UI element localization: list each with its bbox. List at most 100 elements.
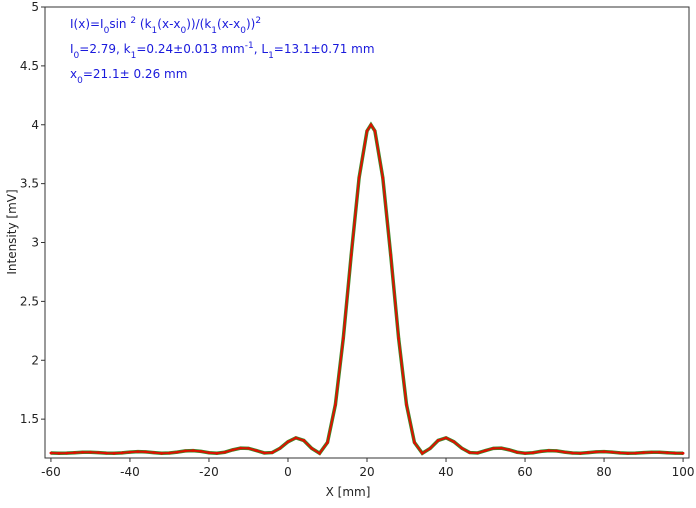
x-tick-label: -40 [120, 465, 140, 479]
data-point [294, 436, 298, 440]
data-point [452, 440, 456, 444]
data-point [231, 448, 235, 452]
data-point [578, 451, 582, 455]
y-tick-label: 5 [31, 0, 39, 14]
annotation-run: 1 [268, 51, 274, 61]
annotation-run: 0 [104, 26, 110, 36]
x-tick-label: 40 [438, 465, 453, 479]
annotation-run: =13.1±0.71 mm [274, 42, 375, 56]
data-point [507, 448, 511, 452]
data-point [484, 449, 487, 452]
data-point [112, 451, 116, 455]
annotation-run: 1 [131, 51, 137, 61]
annotation-run: (x-x [217, 17, 240, 31]
data-point [413, 441, 416, 444]
annotation-run: , L [254, 42, 269, 56]
data-point [665, 451, 669, 455]
data-point [152, 451, 156, 454]
data-point [144, 450, 148, 454]
annotation-run: 0 [240, 26, 246, 36]
data-point [650, 450, 653, 454]
data-point [618, 451, 622, 455]
annotation-run: =2.79, k [79, 42, 130, 56]
y-tick-label: 4.5 [20, 59, 39, 73]
annotation: I(x)=I0sin 2 (k1(x-x0))/(k1(x-x0))2 [70, 16, 261, 36]
annotation-run: 1 [152, 26, 158, 36]
annotation-run: 0 [77, 76, 83, 86]
data-point [405, 403, 408, 407]
y-tick-label: 2.5 [20, 294, 39, 308]
data-point [49, 451, 53, 455]
data-point [89, 450, 92, 454]
data-point [492, 446, 495, 450]
data-point [302, 439, 306, 442]
y-axis-label: Intensity [mV] [5, 189, 19, 274]
data-point [373, 129, 377, 133]
annotation-run: 1 [211, 26, 217, 36]
annotation-run: (x-x [157, 17, 180, 31]
data-point [523, 451, 527, 455]
data-point [389, 253, 393, 257]
data-point [175, 450, 179, 454]
data-point [594, 450, 598, 454]
annotation-run: 0 [74, 51, 80, 61]
annotation-run: -1 [245, 41, 254, 51]
data-point [318, 451, 321, 455]
x-tick-label: -20 [199, 465, 219, 479]
data-point [499, 446, 503, 450]
annotation: x0=21.1± 0.26 mm [70, 67, 187, 86]
data-point [183, 449, 187, 453]
x-axis-label: X [mm] [326, 485, 371, 499]
data-point [547, 449, 551, 452]
data-point [96, 451, 100, 454]
annotation: I0=2.79, k1=0.24±0.013 mm-1, L1=13.1±0.7… [70, 41, 375, 61]
data-point [326, 441, 329, 444]
data-point [515, 450, 519, 454]
x-tick-label: 20 [359, 465, 374, 479]
data-point [657, 450, 661, 454]
data-point [168, 451, 171, 455]
data-line [50, 122, 684, 455]
data-point [262, 451, 266, 455]
data-point [223, 450, 227, 454]
data-point [349, 253, 353, 257]
data-point [254, 449, 258, 452]
data-point [247, 446, 250, 450]
annotation-run: sin [109, 17, 130, 31]
data-point [610, 450, 614, 454]
x-tick-label: -60 [41, 465, 61, 479]
data-point [586, 451, 590, 454]
x-tick-label: 100 [672, 465, 695, 479]
data-point [420, 451, 424, 455]
data-point [468, 451, 472, 454]
data-point [128, 450, 132, 454]
data-point [681, 451, 685, 455]
annotation-run: x [70, 67, 77, 81]
data-point [215, 451, 219, 455]
data-point [65, 451, 69, 455]
y-tick-label: 3.5 [20, 177, 39, 191]
annotation-run: 2 [255, 16, 261, 26]
data-point [476, 451, 480, 455]
annotation-run: ))/(k [186, 17, 211, 31]
y-tick-label: 3 [31, 236, 39, 250]
data-point [207, 451, 211, 455]
data-point [642, 451, 645, 454]
data-point [357, 176, 361, 180]
data-point [104, 451, 108, 455]
annotation-run: )) [246, 17, 255, 31]
annotation-run: =21.1± 0.26 mm [83, 67, 188, 81]
data-point [310, 446, 314, 450]
data-point [57, 451, 61, 455]
data-point [191, 449, 195, 452]
data-point [602, 450, 606, 454]
data-point [286, 440, 290, 444]
data-point [278, 446, 282, 450]
x-tick-label: 80 [596, 465, 611, 479]
data-point [428, 446, 432, 450]
data-point [333, 403, 337, 407]
data-point [199, 450, 203, 453]
data-point [626, 451, 630, 455]
